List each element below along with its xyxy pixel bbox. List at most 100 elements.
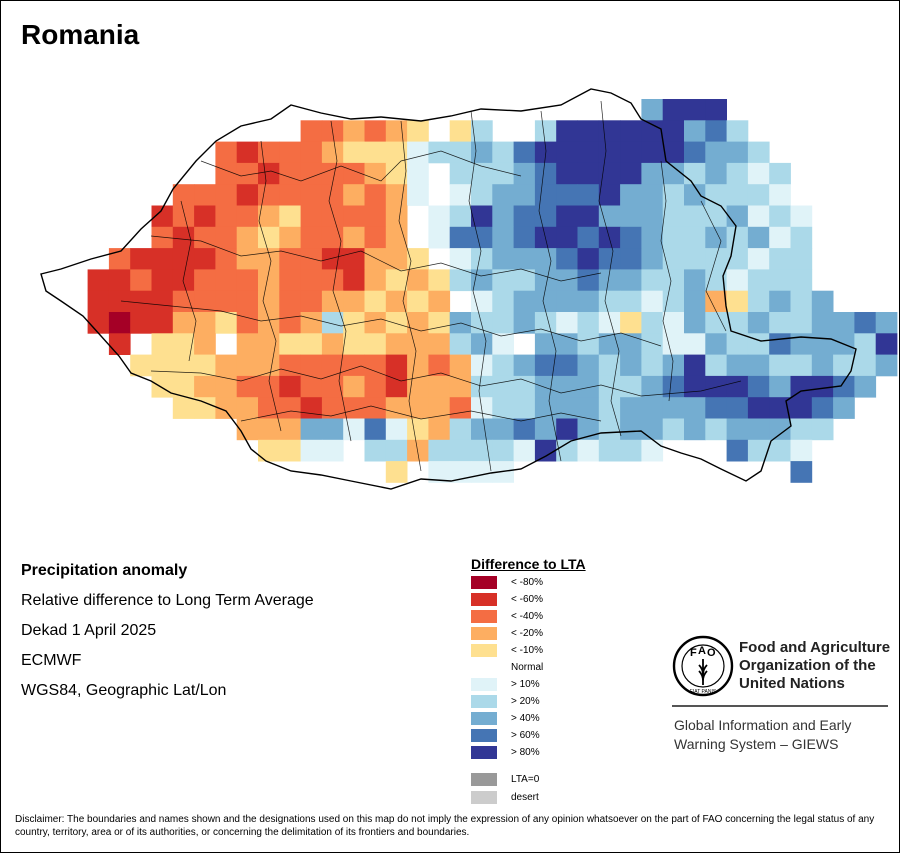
anomaly-cell	[194, 354, 216, 377]
anomaly-cell	[279, 205, 301, 228]
anomaly-cell	[258, 290, 280, 313]
anomaly-cell	[471, 439, 493, 462]
anomaly-cell	[726, 418, 749, 441]
anomaly-cell	[364, 290, 387, 313]
anomaly-cell	[620, 354, 642, 377]
anomaly-cell	[236, 418, 259, 441]
anomaly-cell	[385, 120, 408, 142]
anomaly-cell	[300, 162, 323, 185]
legend-label: desert	[511, 792, 539, 803]
anomaly-cell	[300, 226, 323, 249]
anomaly-cell	[684, 205, 706, 228]
anomaly-cell	[513, 226, 536, 249]
anomaly-cell	[556, 162, 578, 185]
anomaly-cell	[662, 397, 685, 419]
anomaly-cell	[194, 184, 216, 206]
anomaly-cell	[172, 184, 195, 206]
anomaly-cell	[215, 269, 238, 292]
anomaly-cell	[108, 312, 131, 334]
anomaly-cell	[513, 375, 536, 398]
info-heading: Precipitation anomaly	[21, 562, 188, 579]
anomaly-cell	[620, 312, 642, 334]
anomaly-cell	[471, 290, 493, 313]
fao-name-line: Food and Agriculture	[739, 639, 891, 656]
legend-label: > 60%	[511, 730, 540, 741]
anomaly-cell	[534, 312, 557, 334]
anomaly-cell	[662, 269, 685, 292]
anomaly-cell	[513, 162, 536, 185]
anomaly-cell	[87, 290, 110, 313]
anomaly-cell	[343, 312, 365, 334]
anomaly-cell	[577, 397, 600, 419]
anomaly-cell	[790, 269, 813, 292]
anomaly-cell	[641, 269, 664, 292]
anomaly-cell	[300, 333, 323, 355]
anomaly-cell	[641, 312, 664, 334]
anomaly-cell	[620, 205, 642, 228]
anomaly-cell	[577, 226, 600, 249]
anomaly-cell	[747, 418, 770, 441]
anomaly-cell	[790, 290, 813, 313]
anomaly-cell	[321, 418, 344, 441]
legend-swatch	[471, 773, 497, 786]
anomaly-cell	[641, 439, 664, 462]
giews-line: Global Information and Early	[674, 717, 852, 733]
anomaly-cell	[151, 333, 174, 355]
county-boundary	[240, 405, 602, 422]
anomaly-cell	[705, 290, 727, 313]
anomaly-cell	[598, 418, 621, 441]
anomaly-cell	[172, 333, 195, 355]
anomaly-cell	[598, 312, 621, 334]
anomaly-cell	[705, 397, 727, 419]
anomaly-cell	[471, 461, 493, 483]
anomaly-cell	[769, 439, 791, 462]
anomaly-cell	[279, 226, 301, 249]
anomaly-cell	[662, 120, 685, 142]
anomaly-cell	[300, 120, 323, 142]
anomaly-cell	[258, 333, 280, 355]
anomaly-cell	[449, 269, 472, 292]
anomaly-cell	[364, 397, 387, 419]
anomaly-cell	[236, 354, 259, 377]
anomaly-cell	[790, 248, 813, 270]
anomaly-cell	[449, 120, 472, 142]
anomaly-cell	[407, 290, 429, 313]
anomaly-cell	[641, 141, 664, 164]
legend-label: > 80%	[511, 747, 540, 758]
legend-label: < -80%	[511, 577, 543, 588]
anomaly-cell	[726, 397, 749, 419]
anomaly-cell	[620, 248, 642, 270]
anomaly-cell	[471, 248, 493, 270]
anomaly-cell	[577, 141, 600, 164]
anomaly-cell	[130, 354, 152, 377]
anomaly-cell	[705, 418, 727, 441]
anomaly-cell	[385, 248, 408, 270]
info-source: ECMWF	[21, 652, 82, 669]
anomaly-cell	[769, 418, 791, 441]
anomaly-cell	[471, 354, 493, 377]
anomaly-cell	[492, 162, 514, 185]
anomaly-cell	[471, 205, 493, 228]
anomaly-cell	[172, 397, 195, 419]
anomaly-cell	[130, 312, 152, 334]
disclaimer: Disclaimer: The boundaries and names sho…	[15, 814, 875, 838]
anomaly-cell	[598, 226, 621, 249]
anomaly-cell	[343, 205, 365, 228]
anomaly-cell	[236, 141, 259, 164]
anomaly-cell	[428, 375, 451, 398]
anomaly-cell	[343, 290, 365, 313]
anomaly-cell	[343, 120, 365, 142]
svg-text:FIAT PANIS: FIAT PANIS	[690, 689, 717, 695]
anomaly-cell	[556, 184, 578, 206]
anomaly-cell	[769, 162, 791, 185]
anomaly-cell	[747, 290, 770, 313]
anomaly-cell	[790, 312, 813, 334]
anomaly-cell	[684, 248, 706, 270]
anomaly-cell	[321, 439, 344, 462]
info-subtitle: Relative difference to Long Term Average	[21, 592, 314, 609]
anomaly-cell	[471, 312, 493, 334]
anomaly-cell	[407, 418, 429, 441]
anomaly-cell	[684, 333, 706, 355]
anomaly-cell	[108, 269, 131, 292]
anomaly-cell	[343, 269, 365, 292]
